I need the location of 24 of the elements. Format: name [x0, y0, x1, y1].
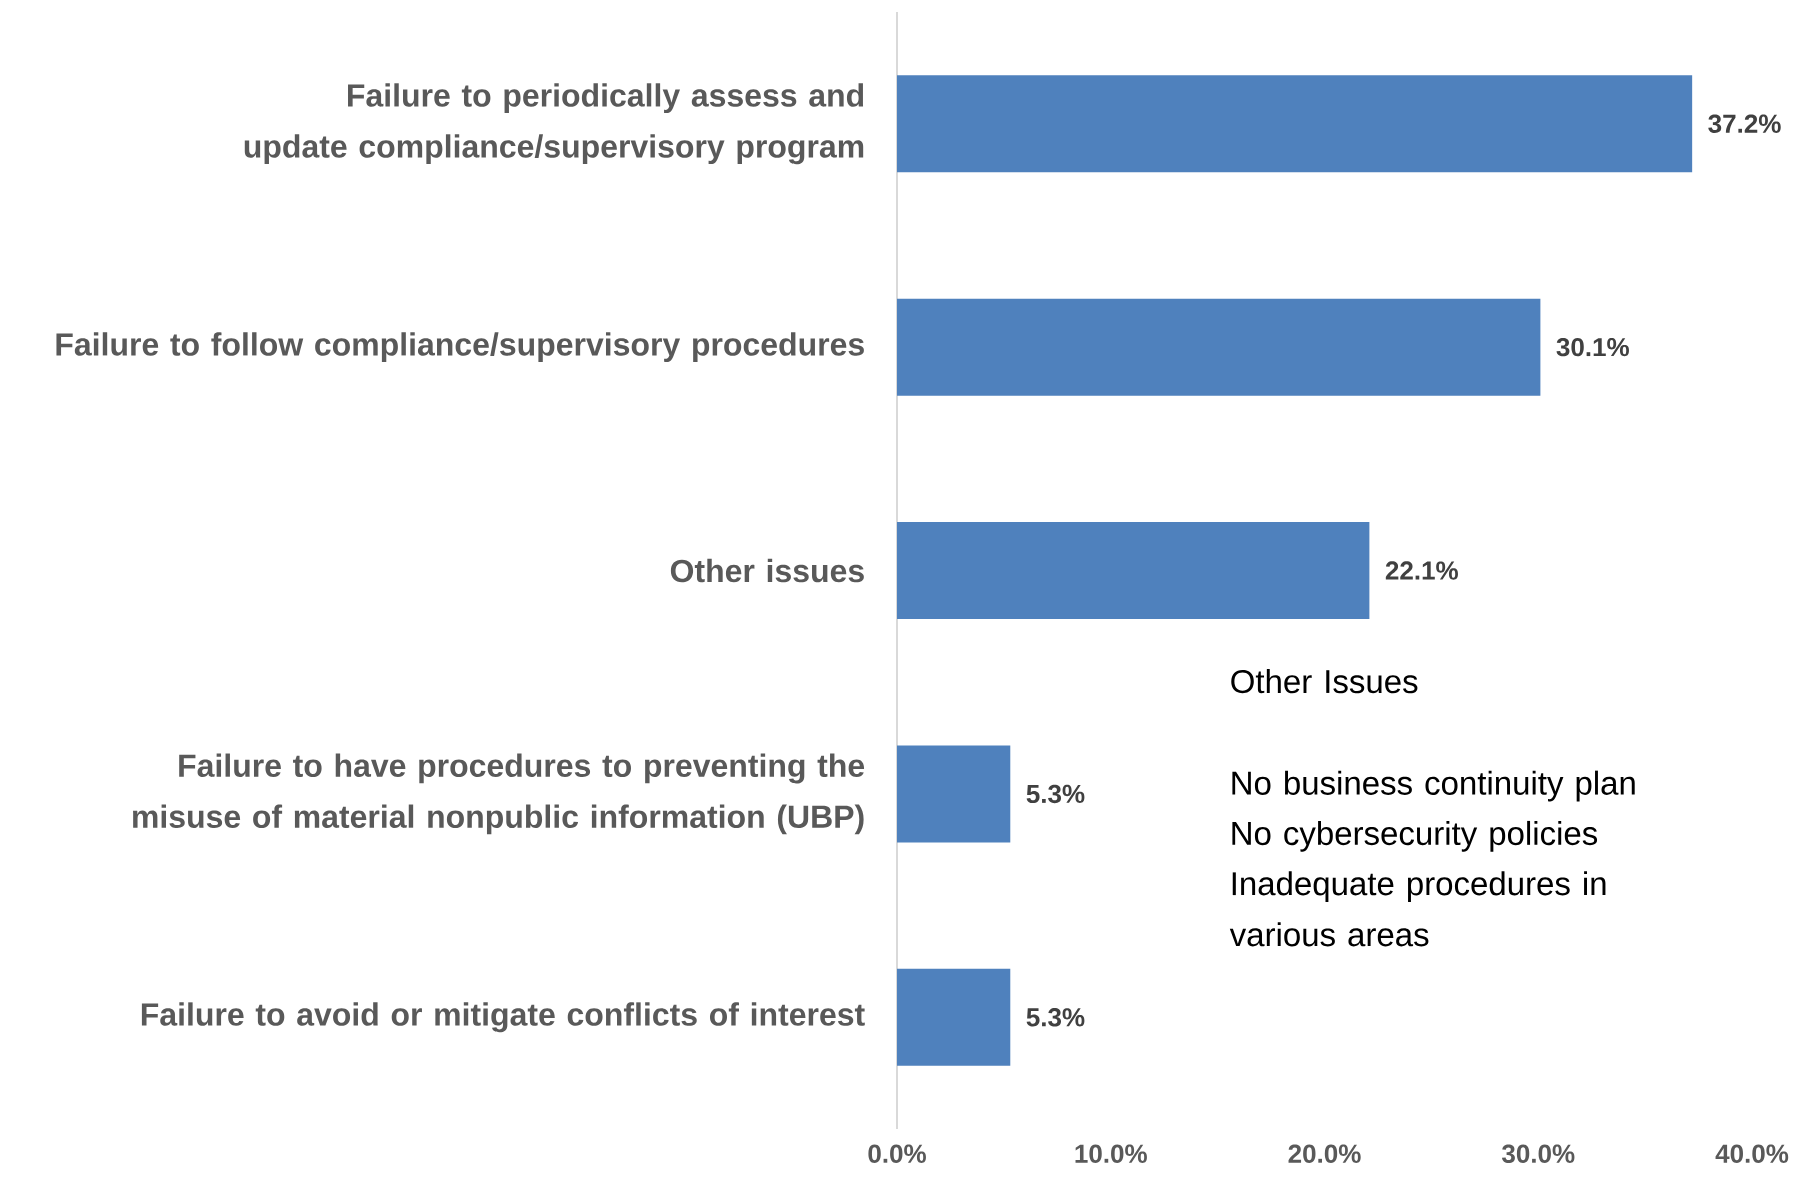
bar: [897, 968, 1011, 1066]
bar: [897, 522, 1370, 620]
data-label: 5.3%: [1026, 784, 1085, 804]
x-tick-label: 40.0%: [1715, 1144, 1789, 1163]
data-label: 22.1%: [1385, 561, 1458, 580]
y-tick-label: Failure to have procedures to preventing the misuse of material nonpublic information (UBP): [133, 753, 865, 835]
data-label: 37.2%: [1708, 114, 1781, 133]
y-tick-label: Failure to avoid or mitigate conflicts of interest: [141, 1002, 865, 1033]
annotation: No business continuity plan: [1232, 770, 1635, 802]
bar: [897, 745, 1011, 843]
y-tick-label: Other issues: [670, 558, 864, 583]
x-tick-label: 20.0%: [1288, 1144, 1361, 1163]
annotation: No cybersecurity policies: [1232, 820, 1598, 852]
x-tick-label: 0.0%: [868, 1144, 926, 1163]
data-label: 30.1%: [1556, 337, 1629, 357]
annotation: Other Issues: [1231, 669, 1418, 694]
bar: [897, 298, 1541, 396]
x-tick-label: 30.0%: [1501, 1144, 1575, 1163]
bar: [897, 75, 1693, 173]
data-label: 5.3%: [1026, 1008, 1085, 1027]
annotation: Inadequate procedures in various areas: [1229, 871, 1606, 947]
y-tick-label: Failure to follow compliance/supervisory procedures: [56, 332, 864, 363]
x-tick-label: 10.0%: [1075, 1144, 1147, 1163]
y-tick-label: Failure to periodically assess and update compliance/supervisory program: [244, 83, 864, 165]
